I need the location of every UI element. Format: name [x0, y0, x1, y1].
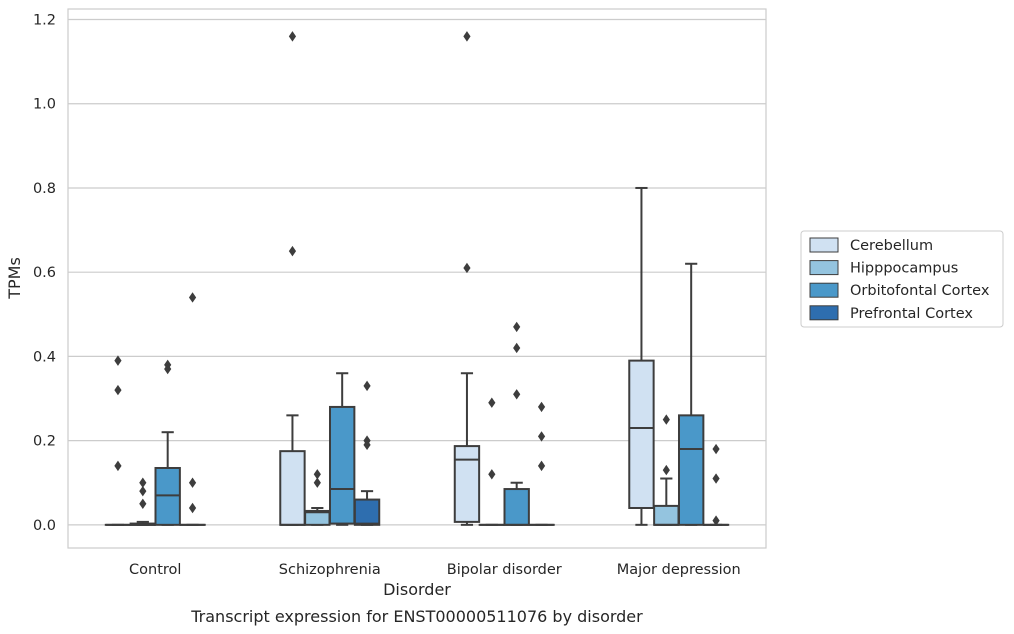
x-tick-label: Schizophrenia: [279, 562, 381, 578]
box-orbitofontal-cortex: [328, 372, 356, 526]
legend-swatch: [809, 305, 839, 321]
box: [653, 504, 680, 526]
y-tick-labels: 0.0 0.2 0.4 0.6 0.8 1.0 1.2: [33, 13, 56, 534]
x-tick-label: Control: [129, 562, 181, 578]
legend-label: Prefrontal Cortex: [850, 306, 973, 322]
y-axis-label: TPMs: [5, 257, 24, 300]
outlier-point: [513, 389, 521, 400]
x-tick-label: Major depression: [617, 562, 741, 578]
x-tick-labels: Control Schizophrenia Bipolar disorder Majo…: [129, 562, 741, 578]
outlier-point: [662, 464, 670, 476]
outlier-point: [463, 262, 471, 274]
outlier-point: [363, 380, 371, 392]
outlier-point: [363, 439, 371, 451]
outlier-point: [288, 31, 297, 42]
y-tick-label: 1.2: [33, 13, 56, 29]
box: [154, 466, 181, 526]
legend-label: Hipppocampus: [850, 261, 958, 277]
box-orbitofontal-cortex: [154, 359, 181, 526]
box-groups: [104, 31, 730, 526]
grid-lines: [68, 18, 766, 526]
box: [453, 445, 481, 523]
x-tick-label: Bipolar disorder: [447, 562, 562, 578]
y-tick-label: 0.0: [33, 518, 56, 534]
outlier-point: [488, 397, 496, 408]
y-tick-label: 0.8: [33, 181, 56, 197]
legend-swatch: [809, 260, 839, 276]
y-tick-label: 0.2: [33, 434, 56, 450]
legend-swatch: [809, 282, 839, 298]
legend-label: Orbitofontal Cortex: [850, 283, 990, 299]
box-prefrontal-cortex: [702, 443, 730, 526]
outlier-point: [139, 477, 147, 488]
box: [328, 405, 356, 525]
outlier-point: [537, 431, 546, 442]
box-hipppocampus: [653, 414, 680, 526]
box-orbitofontal-cortex: [503, 321, 530, 526]
box: [279, 450, 306, 526]
box: [628, 359, 655, 509]
outlier-point: [188, 292, 197, 303]
outlier-point: [139, 485, 147, 497]
box-cerebellum: [279, 31, 306, 526]
box: [353, 498, 381, 526]
legend: Cerebellum Hipppocampus Orbitofontal Corte…: [800, 230, 1004, 328]
chart-caption: Transcript expression for ENST0000051107…: [190, 607, 643, 626]
box-cerebellum: [453, 31, 481, 526]
outlier-point: [313, 469, 321, 480]
y-tick-label: 1.0: [33, 97, 56, 113]
plot-area-frame: [67, 8, 767, 549]
box: [503, 488, 530, 526]
box-orbitofontal-cortex: [677, 262, 705, 526]
box-prefrontal-cortex: [353, 380, 381, 526]
box-prefrontal-cortex: [528, 401, 555, 526]
box-cerebellum: [628, 186, 655, 526]
legend-frame: [800, 230, 1004, 328]
outlier-point: [288, 245, 297, 257]
box: [677, 414, 705, 526]
outlier-point: [114, 460, 122, 472]
outlier-point: [188, 477, 197, 488]
outlier-point: [513, 342, 521, 354]
outlier-point: [537, 460, 546, 472]
outlier-point: [463, 31, 471, 42]
box-hipppocampus: [478, 397, 506, 526]
box-hipppocampus: [129, 477, 157, 526]
outlier-point: [513, 321, 521, 333]
outlier-point: [488, 469, 496, 480]
legend-label: Cerebellum: [850, 238, 933, 254]
y-tick-label: 0.4: [33, 349, 56, 365]
outlier-point: [164, 363, 172, 375]
outlier-point: [139, 498, 147, 509]
outlier-point: [712, 515, 720, 526]
x-axis-label: Disorder: [383, 580, 451, 599]
outlier-point: [712, 473, 720, 484]
y-tick-label: 0.6: [33, 265, 56, 281]
outlier-point: [114, 355, 122, 366]
outlier-point: [313, 477, 321, 488]
outlier-point: [188, 502, 197, 514]
outlier-point: [662, 414, 670, 425]
box-hipppocampus: [304, 469, 331, 526]
outlier-point: [114, 384, 122, 396]
box-prefrontal-cortex: [179, 292, 206, 526]
legend-swatch: [809, 237, 839, 253]
outlier-point: [712, 443, 720, 455]
outlier-point: [537, 401, 546, 413]
